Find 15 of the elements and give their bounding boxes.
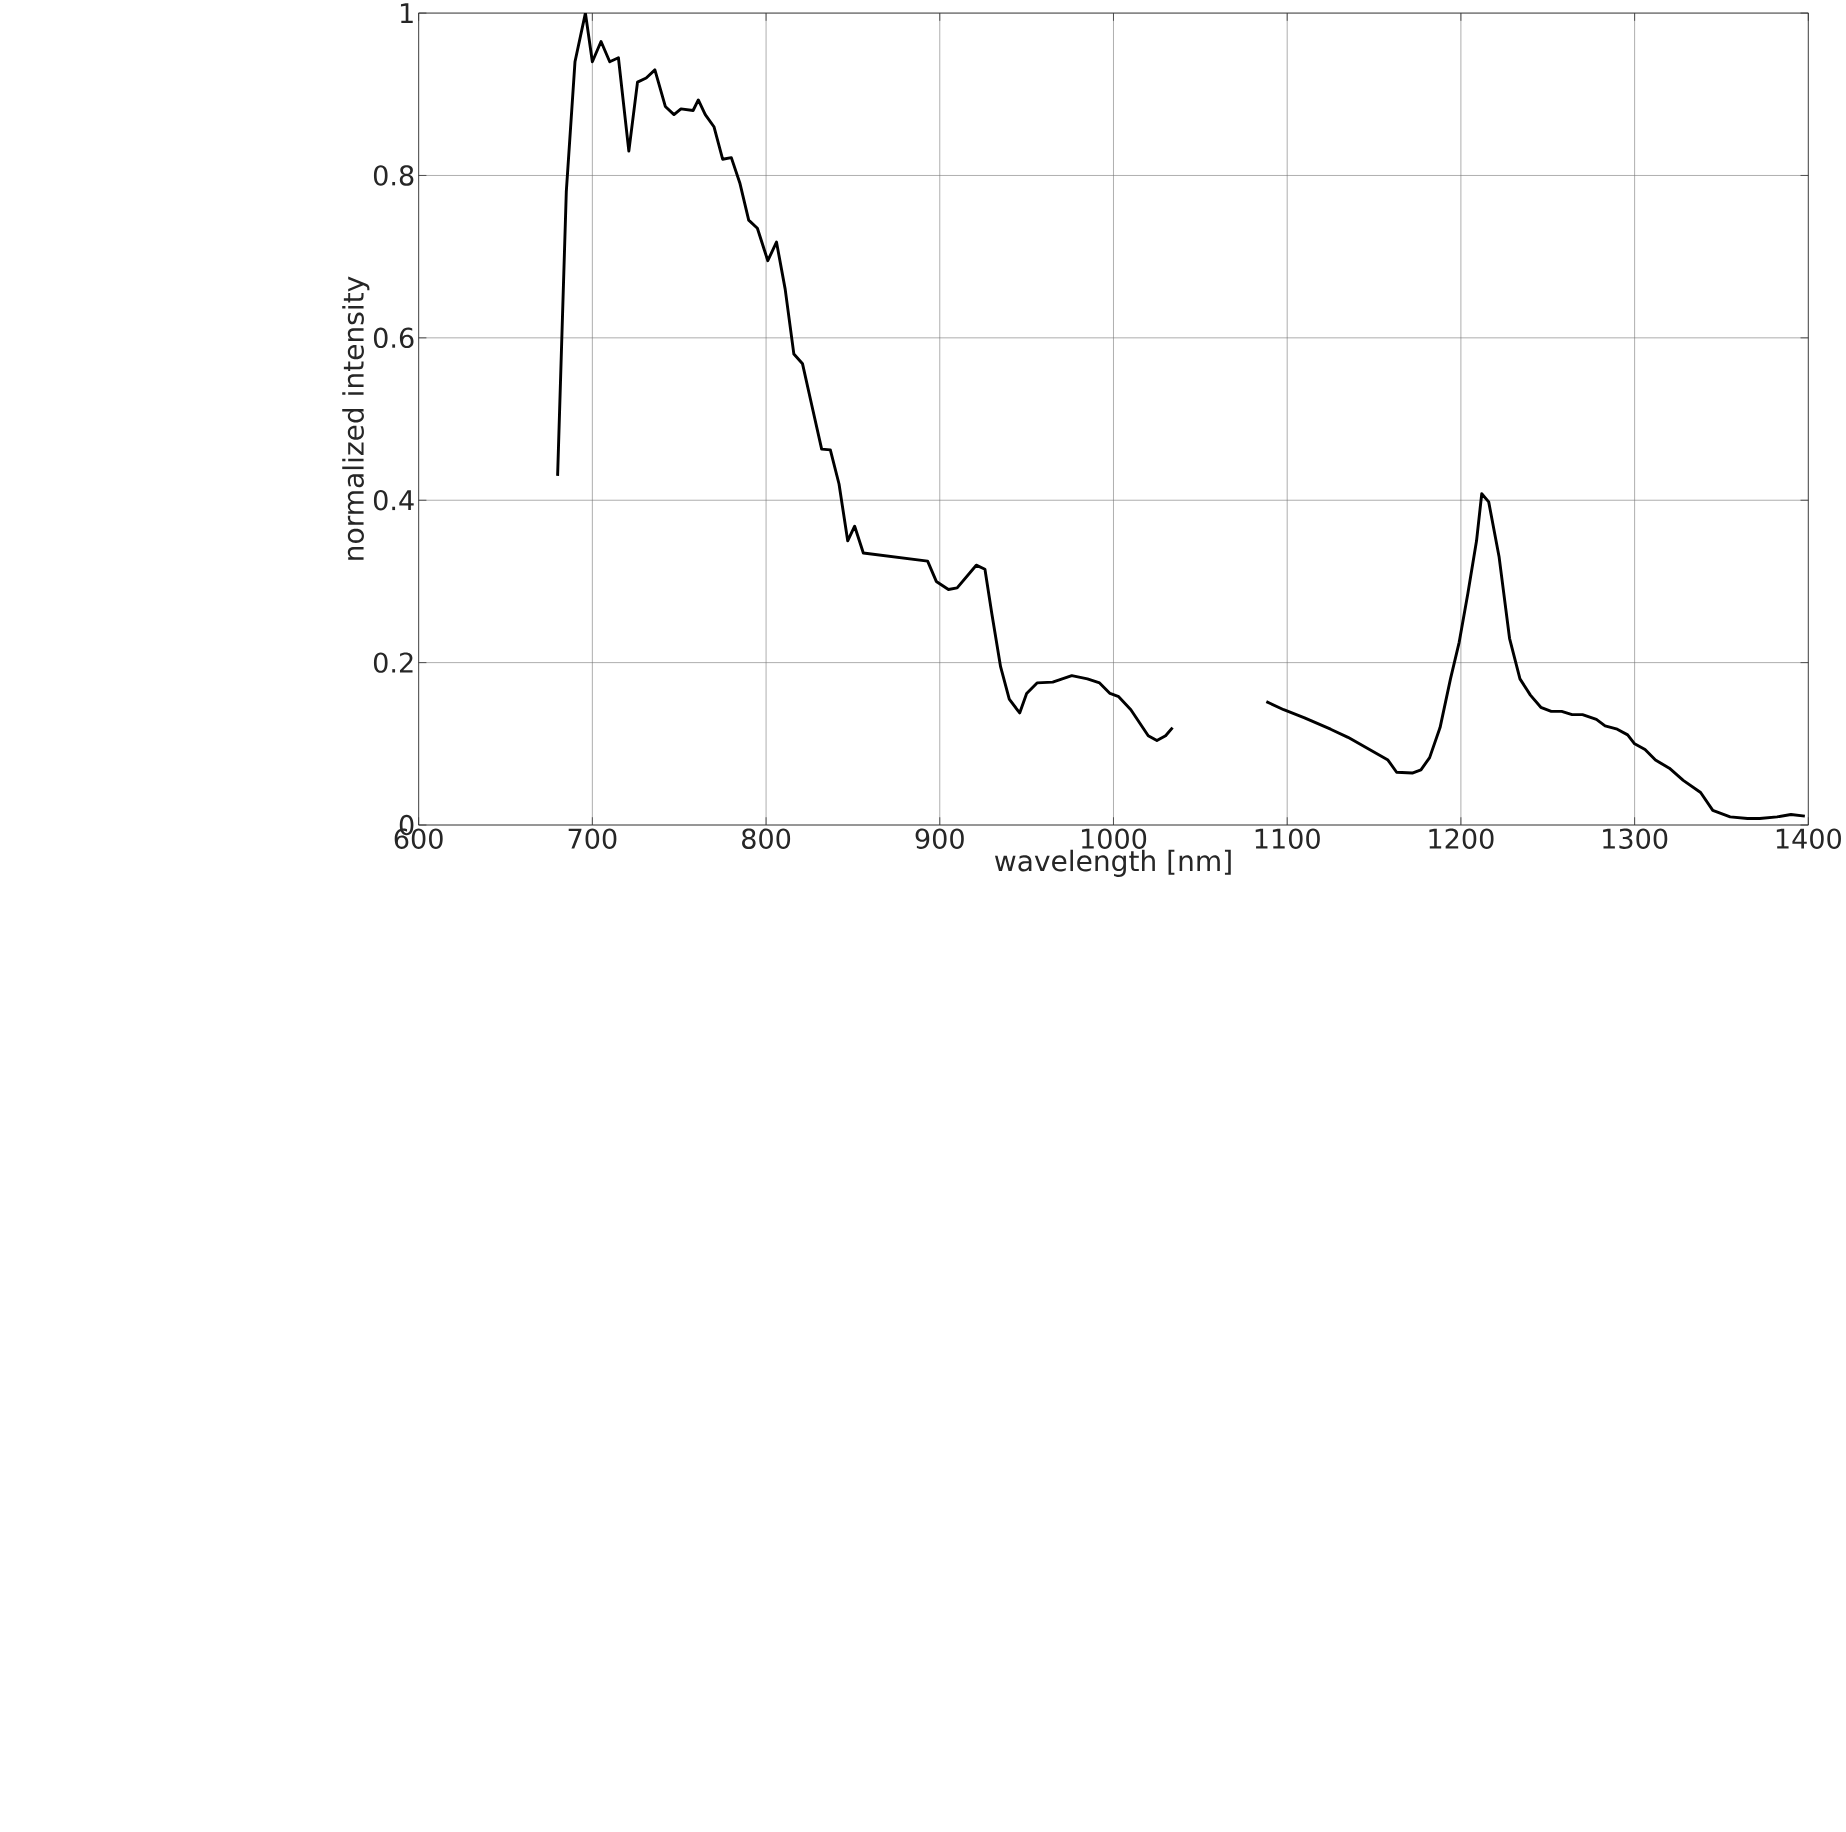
y-tick-label: 0.2 [373,652,413,673]
x-tick-label: 1400 [1776,828,1841,850]
x-tick-label: 1000 [1081,828,1147,850]
y-tick-label: 0.8 [373,165,414,186]
x-tick-label: 1200 [1429,828,1494,850]
y-tick-label: 0.4 [373,490,414,511]
x-tick-label: 700 [568,828,617,850]
y-tick-label: 1 [400,3,413,24]
y-axis-title: normalized intensity [342,276,370,560]
x-tick-label: 900 [915,828,964,850]
x-tick-label: 1300 [1603,828,1668,850]
x-tick-label: 800 [742,828,791,850]
x-tick-label: 1100 [1255,828,1320,850]
y-tick-label: 0.6 [373,327,414,349]
x-axis-title: wavelength [nm] [994,849,1231,877]
